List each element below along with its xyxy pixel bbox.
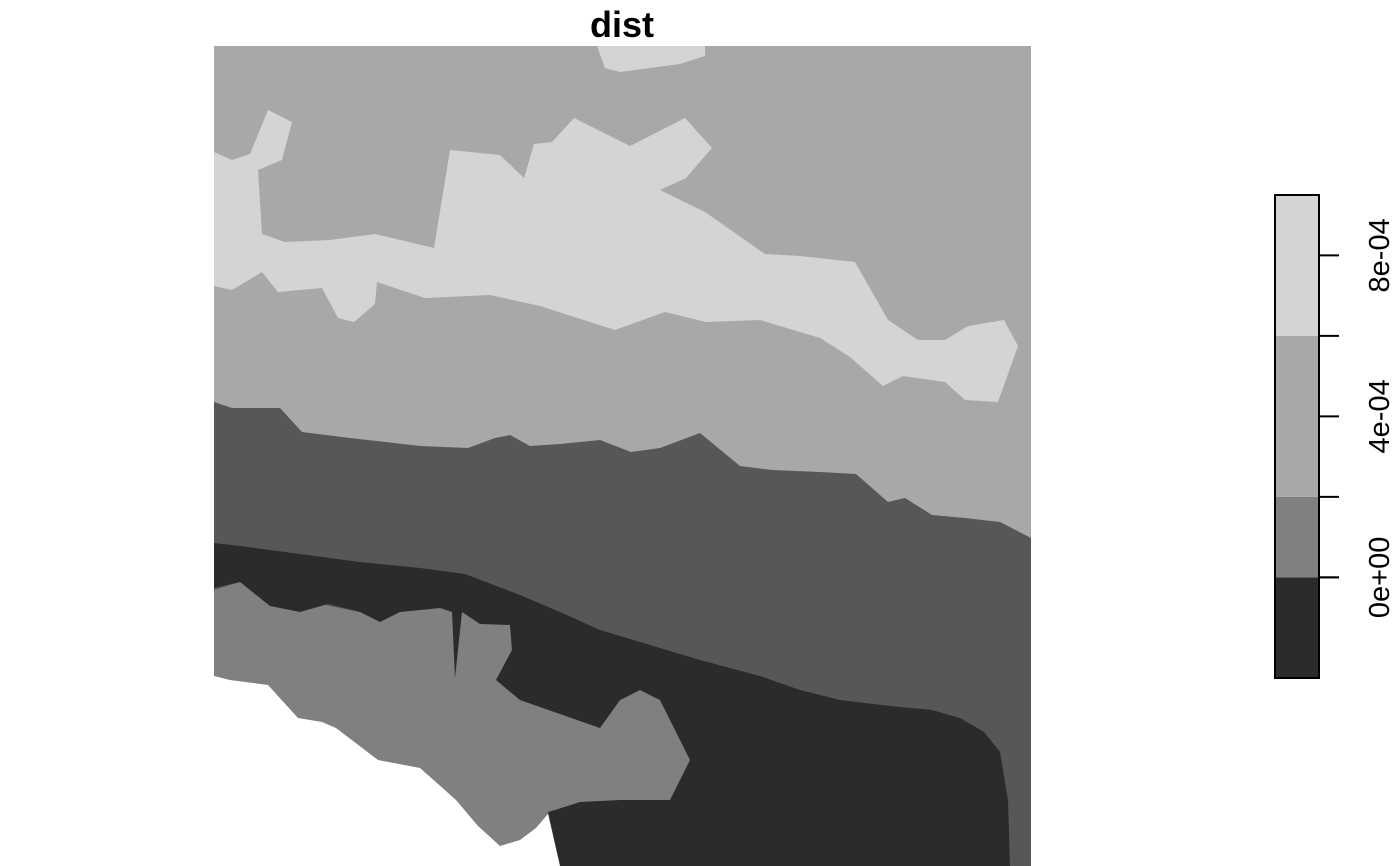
legend-tick-label-0: 8e-04 bbox=[1364, 218, 1396, 292]
legend-tick-label-2: 0e+00 bbox=[1364, 537, 1396, 618]
region-very-light-top bbox=[597, 46, 705, 72]
raster-map bbox=[214, 46, 1031, 866]
region-very-dark-band bbox=[214, 543, 1010, 866]
legend-class-2 bbox=[1275, 335, 1319, 497]
legend-class-3 bbox=[1275, 195, 1319, 336]
legend-class-1 bbox=[1275, 496, 1319, 578]
legend-class-0 bbox=[1275, 577, 1319, 678]
color-legend: 8e-04 4e-04 0e+00 bbox=[1274, 194, 1396, 679]
legend-frame bbox=[1274, 194, 1320, 679]
region-very-light-band bbox=[214, 110, 1018, 402]
chart-title: dist bbox=[590, 4, 654, 45]
region-no-data bbox=[214, 676, 560, 866]
legend-tick-label-1: 4e-04 bbox=[1364, 379, 1396, 453]
